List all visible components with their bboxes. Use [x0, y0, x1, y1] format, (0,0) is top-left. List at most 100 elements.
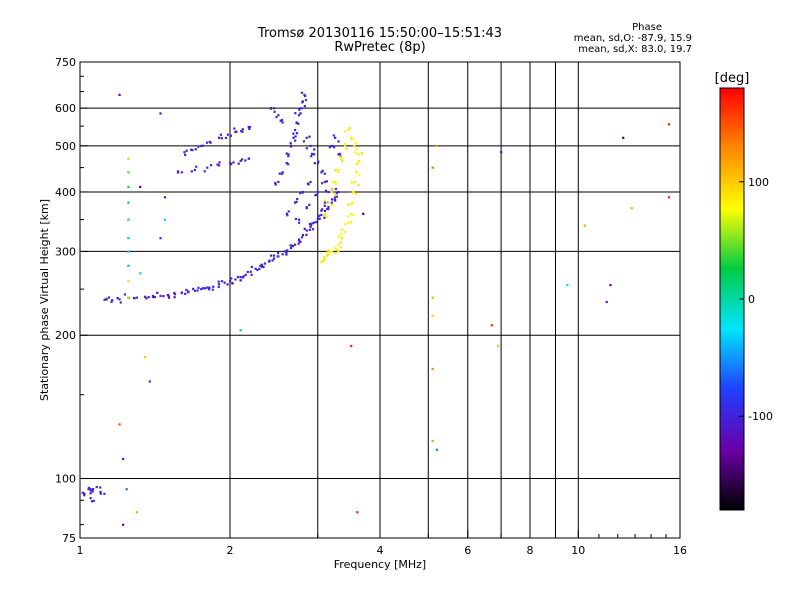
data-point [297, 242, 300, 245]
data-point [308, 222, 311, 226]
data-point [358, 159, 361, 163]
data-point [305, 229, 308, 232]
data-point [127, 264, 130, 267]
data-point [127, 157, 130, 160]
data-point [274, 183, 277, 186]
data-point [338, 152, 342, 156]
data-point [300, 91, 304, 94]
data-point [305, 206, 308, 209]
data-point [229, 134, 232, 137]
data-point [239, 279, 242, 282]
data-point [244, 273, 247, 276]
colorbar-label: [deg] [715, 71, 750, 86]
data-point [127, 296, 130, 299]
data-point [350, 136, 353, 139]
data-point [275, 116, 278, 119]
data-point [127, 185, 130, 189]
data-point [354, 141, 357, 144]
data-point [244, 159, 247, 162]
data-point [206, 166, 209, 169]
data-point [316, 190, 319, 194]
data-point [246, 270, 249, 274]
data-point [500, 151, 503, 154]
data-point [316, 217, 319, 220]
data-point [309, 180, 312, 184]
data-point [190, 148, 193, 151]
data-point [306, 182, 310, 185]
data-point [294, 139, 297, 142]
data-point [343, 230, 347, 233]
data-point [318, 217, 321, 220]
data-point [340, 232, 343, 236]
data-point [300, 107, 303, 110]
data-point [248, 125, 252, 129]
data-point [358, 173, 361, 176]
data-point [192, 287, 195, 291]
data-point [344, 130, 347, 133]
data-point [330, 144, 333, 148]
data-point [273, 110, 276, 113]
data-point [353, 180, 356, 184]
data-point [326, 207, 329, 211]
data-point [135, 511, 138, 514]
data-point [293, 201, 297, 204]
data-point [355, 193, 358, 196]
data-point [334, 180, 337, 184]
data-point [151, 294, 155, 298]
data-point [278, 172, 281, 175]
grid-lines [80, 62, 680, 538]
data-point [356, 162, 359, 165]
y-tick-label: 750 [55, 56, 76, 69]
data-point [320, 171, 323, 174]
data-point [320, 261, 323, 264]
data-point [346, 128, 350, 132]
data-point [622, 136, 625, 139]
data-point [239, 329, 242, 332]
data-point [217, 283, 221, 286]
data-point [332, 134, 335, 137]
data-point [350, 203, 353, 206]
data-point [279, 119, 282, 122]
data-point [163, 196, 167, 199]
data-point [239, 276, 242, 279]
data-point [490, 324, 493, 327]
data-point [330, 250, 333, 253]
data-point [224, 136, 228, 140]
data-point [308, 203, 311, 207]
data-point [231, 281, 234, 285]
data-point [185, 149, 188, 152]
data-point [193, 168, 197, 172]
data-point [347, 215, 350, 218]
data-point [218, 161, 221, 164]
data-point [281, 121, 284, 124]
x-tick-label: 1 [77, 544, 84, 557]
data-point [313, 162, 316, 165]
data-point [321, 169, 324, 172]
data-point [200, 288, 203, 291]
data-point [331, 180, 334, 184]
data-point [204, 287, 207, 290]
data-point [92, 488, 95, 491]
data-point [301, 101, 304, 104]
data-point [343, 144, 347, 148]
data-points [81, 91, 671, 526]
data-point [355, 148, 358, 151]
data-point [200, 144, 203, 148]
data-point [316, 162, 319, 165]
data-point [295, 132, 299, 135]
data-point [431, 439, 434, 443]
data-point [118, 298, 121, 301]
data-point [99, 486, 102, 489]
data-point [341, 228, 344, 231]
data-point [173, 291, 176, 295]
data-point [350, 181, 353, 184]
y-tick-label: 200 [55, 329, 76, 342]
data-point [116, 297, 119, 300]
data-point [217, 164, 221, 167]
data-point [327, 190, 330, 194]
data-point [327, 207, 330, 211]
data-point [156, 291, 159, 294]
data-point [294, 217, 298, 221]
data-point [208, 286, 211, 289]
data-point [118, 93, 121, 96]
